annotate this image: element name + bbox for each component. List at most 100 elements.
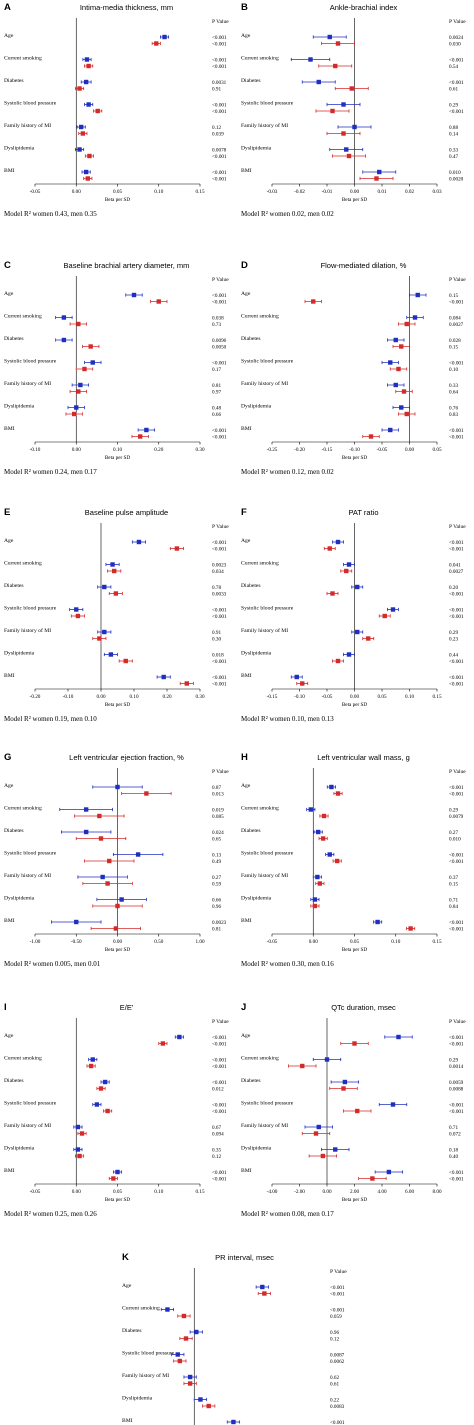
panel-i-tick-label: 0.15 — [195, 1189, 204, 1195]
panel-g-xlabel: Beta per SD — [105, 947, 131, 953]
panel-e-row-label: Age — [4, 538, 14, 544]
panel-d-men-point — [404, 411, 409, 417]
panel-h-men-pvalue: 0.84 — [449, 904, 458, 910]
panel-g-women-pvalue: 0.024 — [212, 830, 224, 836]
panel-h-women-point — [315, 874, 320, 880]
panel-a-men-pvalue: <0.001 — [212, 154, 227, 160]
panel-e-women-pvalue: <0.001 — [212, 540, 227, 546]
panel-b-tick-label: -0.03 — [267, 189, 278, 195]
panel-f-women-pvalue: <0.001 — [449, 607, 464, 613]
panel-f-women-point — [355, 629, 360, 635]
panel-a-men-point — [86, 63, 91, 69]
panel-j-men-point — [320, 1153, 326, 1159]
panel-e-men-pvalue: <0.001 — [212, 681, 227, 687]
panel-b-row-label: Family history of MI — [241, 122, 288, 129]
panel-d-women-pvalue: <0.001 — [449, 428, 464, 434]
panel-h-row-label: BMI — [241, 918, 252, 924]
panel-c-men-point — [71, 411, 77, 417]
panel-e-men-pvalue: <0.001 — [212, 614, 227, 620]
panel-e-row-label: Current smoking — [4, 561, 42, 567]
panel-h-xlabel: Beta per SD — [342, 947, 368, 953]
panel-c-women-pvalue: <0.001 — [212, 428, 227, 434]
panel-h-men-point — [317, 881, 323, 886]
panel-c-men-point — [76, 321, 81, 327]
panel-c-women-pvalue: 0.0096 — [212, 338, 227, 344]
panel-i-women-point — [75, 1147, 81, 1152]
panel-a-tick-label: 0.00 — [72, 189, 81, 195]
panel-k-letter: K — [122, 1252, 129, 1263]
panel-k-women-pvalue: 0.62 — [330, 1375, 339, 1381]
panel-i-row-label: Dyslipidemia — [4, 1146, 35, 1152]
panel-g-women-pvalue: 0.27 — [212, 875, 221, 881]
panel-f-women-point — [346, 562, 352, 567]
panel-h-women-point — [308, 807, 313, 812]
panel-e-men-point — [184, 681, 189, 686]
panel-h-model-r2: Model R² women 0.30, men 0.16 — [241, 960, 334, 968]
panel-b-pvalue-header: P Value — [449, 19, 466, 25]
panel-c-men-pvalue: 0.66 — [212, 412, 221, 418]
panel-e-tick-label: 0.30 — [195, 694, 204, 700]
panel-b-men-point — [335, 41, 341, 46]
panel-k-row-label: Diabetes — [122, 1328, 142, 1334]
panel-k-women-point — [260, 1284, 265, 1290]
panel-k-women-pvalue: 0.22 — [330, 1397, 339, 1403]
panel-d-men-pvalue: 0.10 — [449, 367, 458, 373]
panel-j-tick-label: -2.00 — [294, 1189, 305, 1195]
panel-i-women-point — [115, 1169, 120, 1175]
panel-k-men-pvalue: 0.0062 — [330, 1359, 345, 1365]
panel-k-women-point — [194, 1329, 199, 1335]
panel-d-row-label: Current smoking — [241, 314, 279, 320]
panel-g-row-label: Current smoking — [4, 806, 42, 812]
panel-h-men-pvalue: <0.001 — [449, 791, 464, 797]
panel-f-men-point — [330, 591, 335, 596]
panel-b-row-label: BMI — [241, 168, 252, 174]
panel-f-women-pvalue: 0.041 — [449, 562, 461, 568]
panel-e-row-label: BMI — [4, 673, 15, 679]
panel-a-women-point — [162, 34, 167, 40]
panel-b-men-point — [374, 176, 379, 181]
panel-c-title: Baseline brachial artery diameter, mm — [64, 261, 190, 270]
panel-d-men-point — [311, 299, 316, 304]
panel-i-row-label: Family history of MI — [4, 1122, 51, 1129]
panel-h-men-pvalue: 0.0079 — [449, 814, 464, 820]
panel-j-women-pvalue: <0.001 — [449, 1102, 464, 1108]
panel-e-women-pvalue: 0.78 — [212, 585, 221, 591]
panel-d-women-point — [412, 315, 418, 320]
panel-g-men-pvalue: 0.085 — [212, 814, 224, 820]
panel-e-men-pvalue: 0.0033 — [212, 591, 227, 597]
panel-j-men-pvalue: <0.001 — [449, 1109, 464, 1115]
panel-b-men-point — [330, 108, 335, 114]
panel-d-women-point — [399, 405, 404, 410]
panel-g-women-pvalue: 0.66 — [212, 897, 221, 903]
panel-j-women-point — [390, 1102, 396, 1107]
panel-g-men-pvalue: 0.81 — [212, 926, 221, 932]
panel-i-men-point — [79, 1131, 85, 1136]
panel-g-women-point — [74, 919, 79, 925]
panel-i-men-pvalue: <0.001 — [212, 1176, 227, 1182]
panel-j-women-pvalue: 0.29 — [449, 1057, 458, 1063]
panel-j-women-point — [396, 1034, 401, 1040]
panel-g-women-point — [83, 807, 89, 812]
panel-k-row-label: Dyslipidemia — [122, 1396, 153, 1402]
panel-a-women-pvalue: 0.0031 — [212, 80, 227, 86]
panel-k-men-point — [183, 1336, 189, 1341]
panel-j-women-point — [333, 1147, 338, 1152]
panel-i-men-point — [98, 1086, 104, 1091]
panel-a-row-label: Diabetes — [4, 78, 24, 84]
panel-b-letter: B — [241, 2, 248, 13]
panel-a-women-point — [77, 147, 82, 152]
panel-f-women-point — [346, 652, 352, 657]
panel-j-men-point — [313, 1131, 319, 1136]
panel-d-men-point — [368, 434, 374, 439]
panel-g-men-pvalue: 0.013 — [212, 791, 224, 797]
panel-b-tick-label: 0.02 — [405, 189, 414, 195]
panel-d-men-pvalue: 0.0027 — [449, 322, 464, 328]
panel-c-men-point — [82, 366, 87, 372]
panel-c-women-pvalue: <0.001 — [212, 293, 227, 299]
panel-f-row-label: Age — [241, 538, 251, 544]
panel-c-men-pvalue: <0.001 — [212, 434, 227, 440]
panel-a-row-label: Systolic blood pressure — [4, 101, 57, 107]
panel-i-women-pvalue: <0.001 — [212, 1102, 227, 1108]
panel-h-tick-label: -0.05 — [267, 939, 278, 945]
panel-a-men-point — [87, 153, 92, 159]
